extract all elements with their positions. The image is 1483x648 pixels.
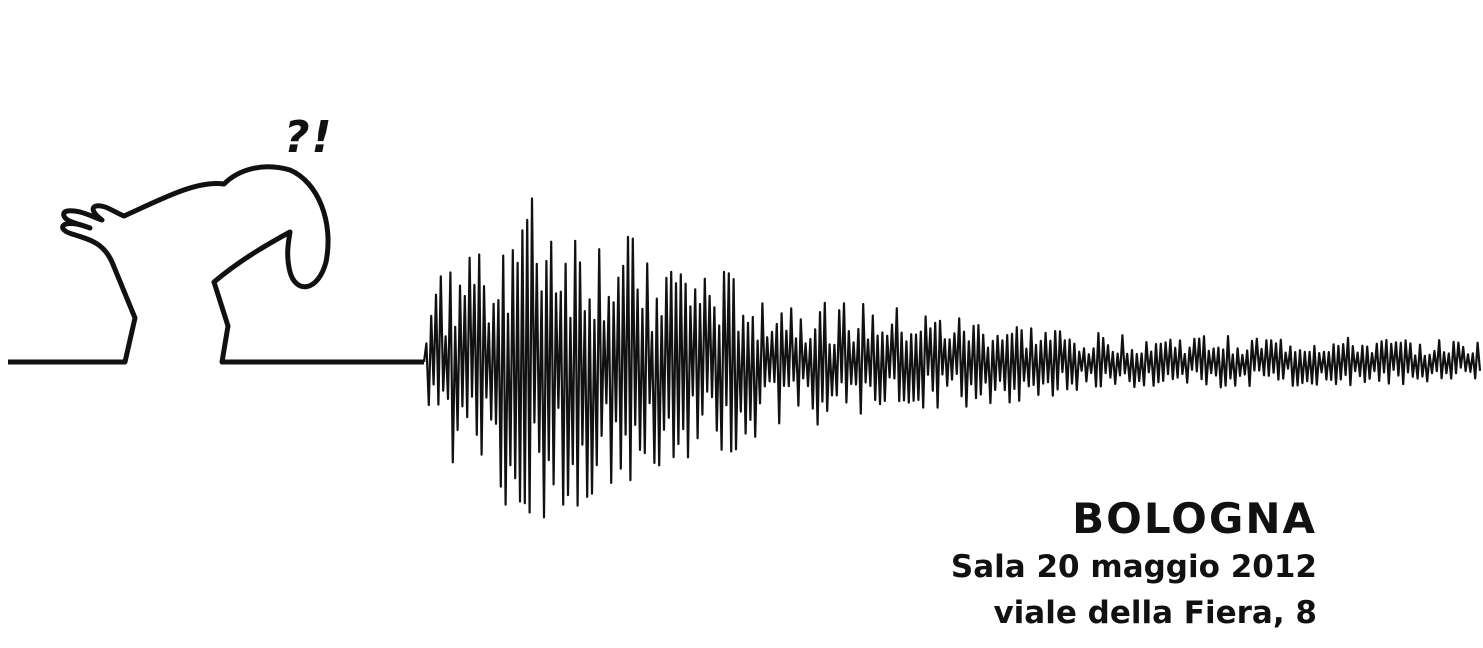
event-info: BOLOGNA Sala 20 maggio 2012 viale della … [951, 494, 1317, 636]
confused-figure-icon [60, 164, 331, 365]
exclamation-text: ?! [284, 112, 334, 163]
address-text: viale della Fiera, 8 [993, 595, 1317, 631]
seismogram-trace [422, 197, 1482, 519]
venue-text: Sala 20 maggio 2012 [950, 549, 1317, 585]
city-title: BOLOGNA [1072, 494, 1317, 543]
